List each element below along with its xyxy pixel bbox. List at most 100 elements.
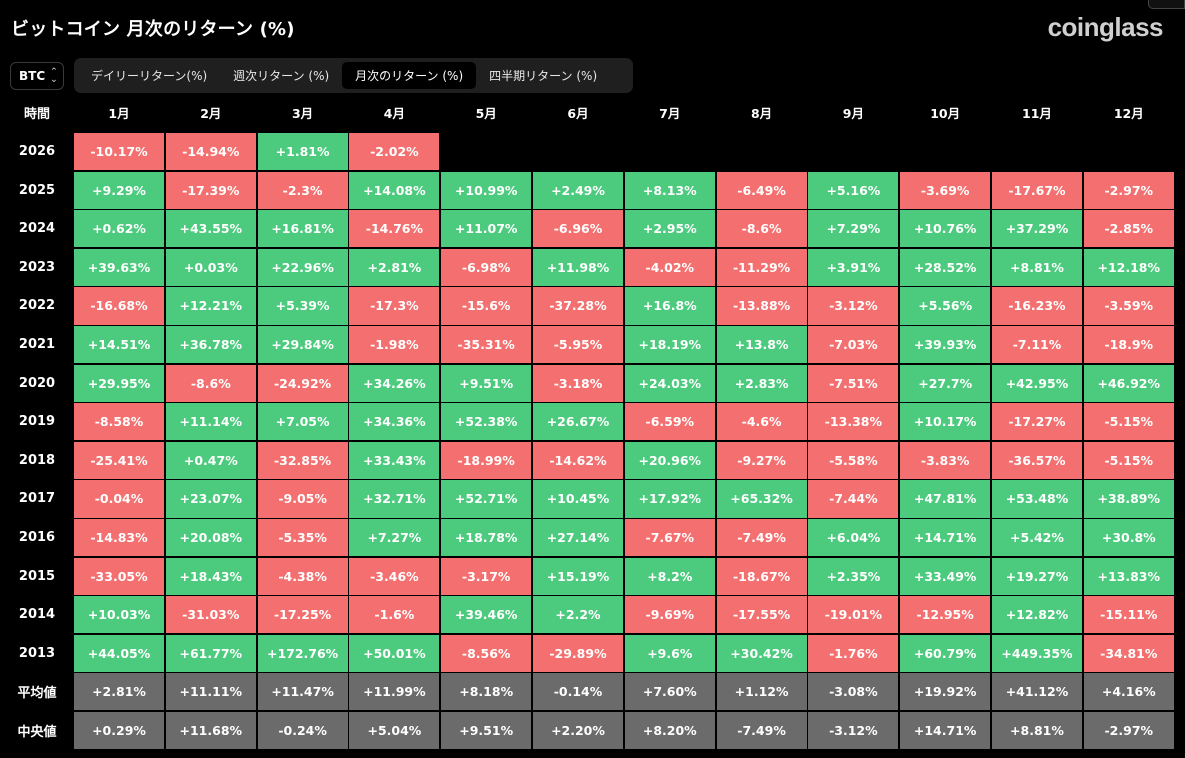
return-cell[interactable]: -12.95% [900,596,991,634]
return-cell[interactable]: -4.6% [716,403,807,441]
return-cell[interactable]: -13.38% [808,403,899,441]
return-cell[interactable]: +19.27% [991,557,1082,595]
return-cell[interactable]: -31.03% [165,596,256,634]
return-cell[interactable]: +26.67% [532,403,623,441]
return-cell[interactable]: +60.79% [900,634,991,672]
return-cell[interactable]: +39.63% [74,248,164,286]
return-cell[interactable]: -36.57% [991,441,1082,479]
return-cell[interactable]: +9.6% [624,634,715,672]
return-cell[interactable]: -8.6% [165,364,256,402]
return-cell[interactable]: -24.92% [257,364,348,402]
return-cell[interactable]: -3.18% [532,364,623,402]
return-cell[interactable]: -18.99% [441,441,532,479]
return-cell[interactable]: +47.81% [900,480,991,518]
return-cell[interactable]: +5.04% [349,711,440,750]
return-cell[interactable]: -8.56% [441,634,532,672]
return-cell[interactable]: +2.83% [716,364,807,402]
return-cell[interactable]: +0.62% [74,210,164,248]
return-cell[interactable]: +19.92% [900,673,991,711]
return-cell[interactable]: +5.39% [257,287,348,325]
return-cell[interactable]: +32.71% [349,480,440,518]
return-cell[interactable]: -6.98% [441,248,532,286]
return-cell[interactable]: +4.16% [1083,673,1174,711]
return-cell[interactable]: -1.76% [808,634,899,672]
return-cell[interactable]: -5.58% [808,441,899,479]
return-cell[interactable]: +11.68% [165,711,256,750]
return-cell[interactable]: -3.69% [900,171,991,209]
return-cell[interactable]: +2.81% [349,248,440,286]
return-cell[interactable]: -3.83% [900,441,991,479]
return-cell[interactable]: +2.20% [532,711,623,750]
return-cell[interactable]: -11.29% [716,248,807,286]
return-cell[interactable]: +13.83% [1083,557,1174,595]
return-cell[interactable]: +10.03% [74,596,164,634]
return-cell[interactable]: -17.55% [716,596,807,634]
return-cell[interactable]: +23.07% [165,480,256,518]
return-cell[interactable]: -33.05% [74,557,164,595]
return-cell[interactable]: -1.98% [349,325,440,364]
return-cell[interactable]: +8.13% [624,171,715,209]
return-cell[interactable]: +11.98% [532,248,623,286]
return-cell[interactable]: +11.11% [165,673,256,711]
return-cell[interactable]: -14.62% [532,441,623,479]
return-cell[interactable]: -2.97% [1083,711,1174,750]
return-cell[interactable]: +10.76% [900,210,991,248]
return-cell[interactable]: +34.36% [349,403,440,441]
return-cell[interactable]: +8.20% [624,711,715,750]
return-cell[interactable]: +14.51% [74,325,164,364]
return-cell[interactable]: -3.59% [1083,287,1174,325]
return-cell[interactable]: -6.96% [532,210,623,248]
return-cell[interactable]: -1.6% [349,596,440,634]
return-cell[interactable]: +14.71% [900,711,991,750]
return-cell[interactable]: +29.95% [74,364,164,402]
return-cell[interactable]: -6.49% [716,171,807,209]
return-cell[interactable]: +7.29% [808,210,899,248]
return-cell[interactable]: -4.38% [257,557,348,595]
return-cell[interactable]: +42.95% [991,364,1082,402]
return-cell[interactable]: +39.46% [441,596,532,634]
return-cell[interactable]: +52.71% [441,480,532,518]
return-cell[interactable]: +2.35% [808,557,899,595]
return-cell[interactable]: -5.95% [532,325,623,364]
return-cell[interactable]: +36.78% [165,325,256,364]
return-cell[interactable]: +2.95% [624,210,715,248]
return-cell[interactable]: -0.24% [257,711,348,750]
return-cell[interactable]: +6.04% [808,518,899,557]
return-cell[interactable]: +28.52% [900,248,991,286]
return-cell[interactable]: +53.48% [991,480,1082,518]
return-cell[interactable]: -17.39% [165,171,256,209]
return-cell[interactable]: +33.49% [900,557,991,595]
return-cell[interactable]: +14.08% [349,171,440,209]
return-cell[interactable]: +30.8% [1083,518,1174,557]
return-cell[interactable]: +20.96% [624,441,715,479]
return-cell[interactable]: -15.11% [1083,596,1174,634]
return-cell[interactable]: -37.28% [532,287,623,325]
return-cell[interactable]: -18.9% [1083,325,1174,364]
return-cell[interactable]: +8.81% [991,248,1082,286]
return-cell[interactable]: +43.55% [165,210,256,248]
return-cell[interactable]: -15.6% [441,287,532,325]
return-cell[interactable]: +15.19% [532,557,623,595]
return-cell[interactable]: -9.69% [624,596,715,634]
return-cell[interactable]: +9.29% [74,171,164,209]
return-cell[interactable]: +5.16% [808,171,899,209]
return-cell[interactable]: -14.83% [74,518,164,557]
return-cell[interactable]: +2.49% [532,171,623,209]
return-cell[interactable]: -7.51% [808,364,899,402]
return-cell[interactable]: +3.91% [808,248,899,286]
return-cell[interactable]: -7.03% [808,325,899,364]
return-cell[interactable]: -19.01% [808,596,899,634]
return-cell[interactable]: -8.6% [716,210,807,248]
return-cell[interactable]: +24.03% [624,364,715,402]
return-cell[interactable]: -9.27% [716,441,807,479]
return-cell[interactable]: -29.89% [532,634,623,672]
return-cell[interactable]: +50.01% [349,634,440,672]
return-cell[interactable]: +14.71% [900,518,991,557]
return-cell[interactable]: -7.67% [624,518,715,557]
return-cell[interactable]: +37.29% [991,210,1082,248]
return-cell[interactable]: -2.85% [1083,210,1174,248]
return-cell[interactable]: -7.11% [991,325,1082,364]
tab-daily-return[interactable]: デイリーリターン(%) [91,69,208,83]
return-cell[interactable]: -17.67% [991,171,1082,209]
return-cell[interactable]: +34.26% [349,364,440,402]
